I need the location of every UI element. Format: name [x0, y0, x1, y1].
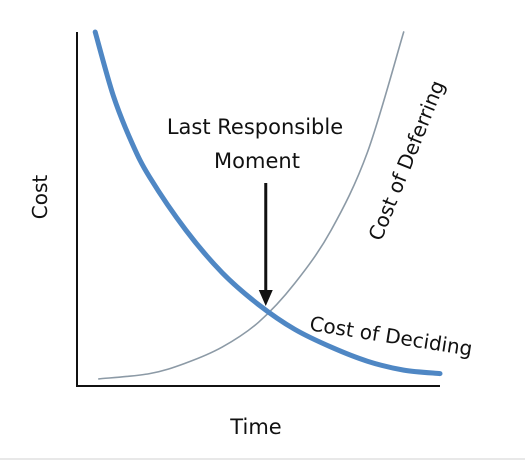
lrm-label-line2: Moment	[214, 149, 300, 173]
axes	[76, 32, 440, 387]
series-label-cost-of-deciding: Cost of Deciding	[308, 311, 474, 360]
frame-bottom-border	[0, 458, 525, 460]
last-responsible-moment-arrow	[258, 183, 273, 306]
lrm-label-line1: Last Responsible	[167, 115, 343, 139]
x-axis-label: Time	[229, 415, 281, 439]
y-axis-label: Cost	[28, 175, 52, 220]
arrow-head	[258, 290, 273, 306]
series-label-cost-of-deferring: Cost of Deferring	[363, 77, 449, 244]
series-layer	[92, 29, 443, 380]
series-line-cost-of-deciding	[92, 29, 443, 377]
